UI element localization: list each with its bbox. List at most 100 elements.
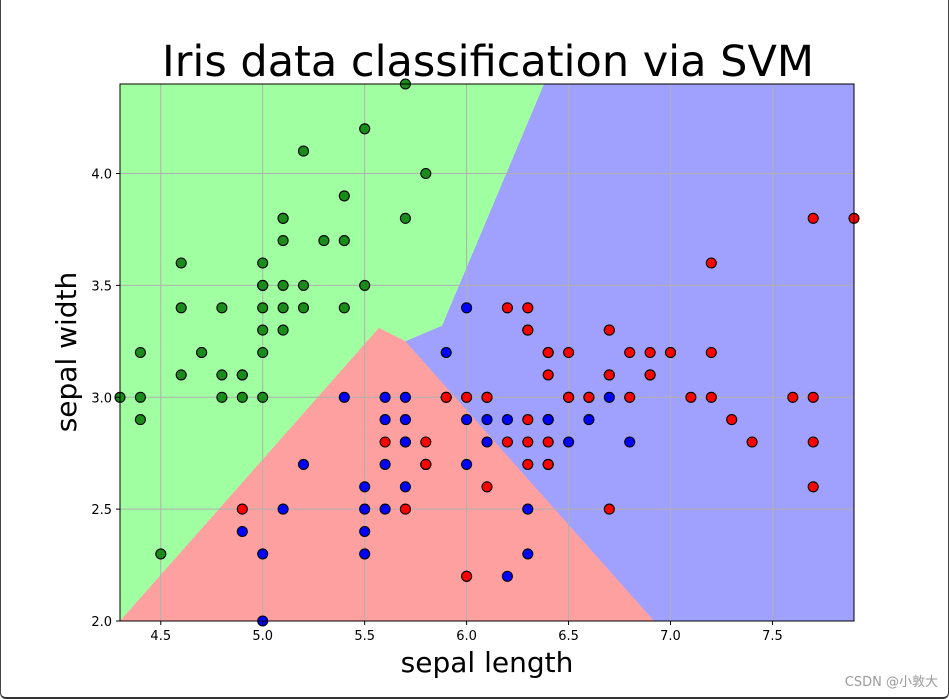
point-setosa-10 bbox=[338, 235, 350, 247]
point-versicolor-8 bbox=[583, 414, 595, 426]
point-setosa-17 bbox=[399, 212, 411, 224]
point-versicolor-37 bbox=[399, 391, 411, 403]
point-virginica-46 bbox=[664, 346, 677, 359]
point-setosa-26 bbox=[297, 145, 310, 157]
point-versicolor-27 bbox=[399, 481, 411, 493]
point-setosa-36 bbox=[257, 324, 269, 336]
point-versicolor-38 bbox=[399, 414, 411, 426]
point-virginica-25 bbox=[501, 436, 513, 448]
point-setosa-34 bbox=[277, 212, 289, 224]
point-virginica-28 bbox=[705, 391, 717, 403]
point-setosa-20 bbox=[175, 257, 187, 269]
x-tick-label: 6.0 bbox=[456, 629, 477, 644]
point-virginica-3 bbox=[522, 414, 534, 426]
point-setosa-6 bbox=[175, 302, 187, 314]
y-tick-label: 4.0 bbox=[91, 168, 112, 183]
x-axis-ticks: 4.5 5.0 5.5 6.0 6.5 7.0 7.5 bbox=[150, 621, 783, 644]
x-tick-label: 7.0 bbox=[660, 629, 681, 644]
point-setosa-39 bbox=[277, 302, 289, 314]
point-virginica-41 bbox=[603, 324, 615, 336]
point-setosa-0 bbox=[277, 279, 289, 291]
point-setosa-7 bbox=[257, 302, 269, 314]
point-virginica-14 bbox=[420, 436, 432, 448]
point-setosa-4 bbox=[257, 257, 269, 269]
point-virginica-40 bbox=[624, 346, 636, 359]
x-tick-label: 5.0 bbox=[252, 629, 273, 644]
point-virginica-10 bbox=[563, 346, 575, 359]
point-setosa-12 bbox=[216, 391, 228, 403]
point-virginica-2 bbox=[685, 391, 697, 403]
point-virginica-8 bbox=[603, 503, 615, 515]
y-tick-label: 2.5 bbox=[91, 503, 112, 518]
point-virginica-42 bbox=[563, 391, 575, 403]
point-versicolor-44 bbox=[379, 458, 391, 470]
data-points bbox=[114, 78, 860, 627]
point-setosa-32 bbox=[134, 346, 146, 359]
point-setosa-22 bbox=[297, 279, 310, 291]
point-setosa-23 bbox=[297, 302, 310, 314]
point-versicolor-45 bbox=[603, 391, 615, 403]
point-versicolor-14 bbox=[379, 414, 391, 426]
y-tick-label: 3.5 bbox=[91, 279, 112, 294]
point-versicolor-33 bbox=[522, 548, 534, 560]
point-virginica-20 bbox=[379, 436, 391, 448]
point-virginica-17 bbox=[807, 481, 819, 493]
point-versicolor-35 bbox=[359, 481, 371, 493]
point-virginica-31 bbox=[522, 436, 534, 448]
point-virginica-18 bbox=[461, 570, 473, 582]
point-virginica-16 bbox=[807, 212, 819, 224]
point-setosa-18 bbox=[277, 235, 289, 247]
point-setosa-40 bbox=[257, 391, 269, 403]
point-virginica-12 bbox=[624, 391, 636, 403]
y-tick-label: 2.0 bbox=[91, 615, 112, 630]
point-versicolor-9 bbox=[297, 458, 310, 470]
point-versicolor-13 bbox=[481, 414, 493, 426]
point-virginica-13 bbox=[399, 503, 411, 515]
point-versicolor-30 bbox=[461, 458, 473, 470]
point-versicolor-4 bbox=[563, 436, 575, 448]
point-setosa-24 bbox=[196, 346, 208, 359]
point-virginica-22 bbox=[522, 458, 534, 470]
point-virginica-32 bbox=[481, 481, 493, 493]
point-virginica-27 bbox=[542, 436, 554, 448]
point-versicolor-41 bbox=[399, 436, 411, 448]
point-virginica-7 bbox=[726, 414, 738, 426]
decision-regions bbox=[120, 84, 854, 621]
point-versicolor-7 bbox=[236, 525, 248, 538]
point-setosa-8 bbox=[134, 414, 146, 426]
point-virginica-15 bbox=[542, 346, 554, 359]
point-virginica-9 bbox=[705, 257, 717, 269]
x-tick-label: 7.5 bbox=[762, 629, 783, 644]
y-axis-label: sepal width bbox=[50, 272, 83, 433]
point-versicolor-32 bbox=[461, 302, 473, 314]
point-virginica-0 bbox=[522, 324, 534, 336]
point-versicolor-18 bbox=[501, 570, 513, 582]
point-versicolor-40 bbox=[277, 503, 289, 515]
point-setosa-28 bbox=[359, 279, 371, 291]
point-virginica-21 bbox=[807, 436, 819, 448]
point-setosa-5 bbox=[338, 190, 350, 202]
point-virginica-45 bbox=[583, 391, 595, 403]
region-virginica bbox=[120, 327, 655, 621]
point-virginica-6 bbox=[236, 503, 248, 515]
point-versicolor-16 bbox=[379, 391, 391, 403]
point-virginica-26 bbox=[481, 391, 493, 403]
point-virginica-35 bbox=[542, 369, 554, 381]
point-setosa-27 bbox=[257, 346, 269, 359]
point-versicolor-19 bbox=[379, 503, 391, 515]
point-versicolor-36 bbox=[257, 548, 269, 560]
point-versicolor-34 bbox=[359, 503, 371, 515]
point-versicolor-21 bbox=[481, 436, 493, 448]
point-setosa-3 bbox=[175, 369, 187, 381]
point-virginica-37 bbox=[644, 369, 656, 381]
point-virginica-5 bbox=[787, 391, 799, 403]
point-setosa-21 bbox=[277, 324, 289, 336]
y-tick-label: 3.0 bbox=[91, 391, 112, 406]
point-virginica-33 bbox=[807, 391, 819, 403]
point-versicolor-22 bbox=[522, 503, 534, 515]
point-setosa-14 bbox=[420, 167, 432, 180]
point-setosa-19 bbox=[338, 302, 350, 314]
point-versicolor-31 bbox=[338, 391, 350, 403]
point-setosa-35 bbox=[318, 235, 330, 247]
